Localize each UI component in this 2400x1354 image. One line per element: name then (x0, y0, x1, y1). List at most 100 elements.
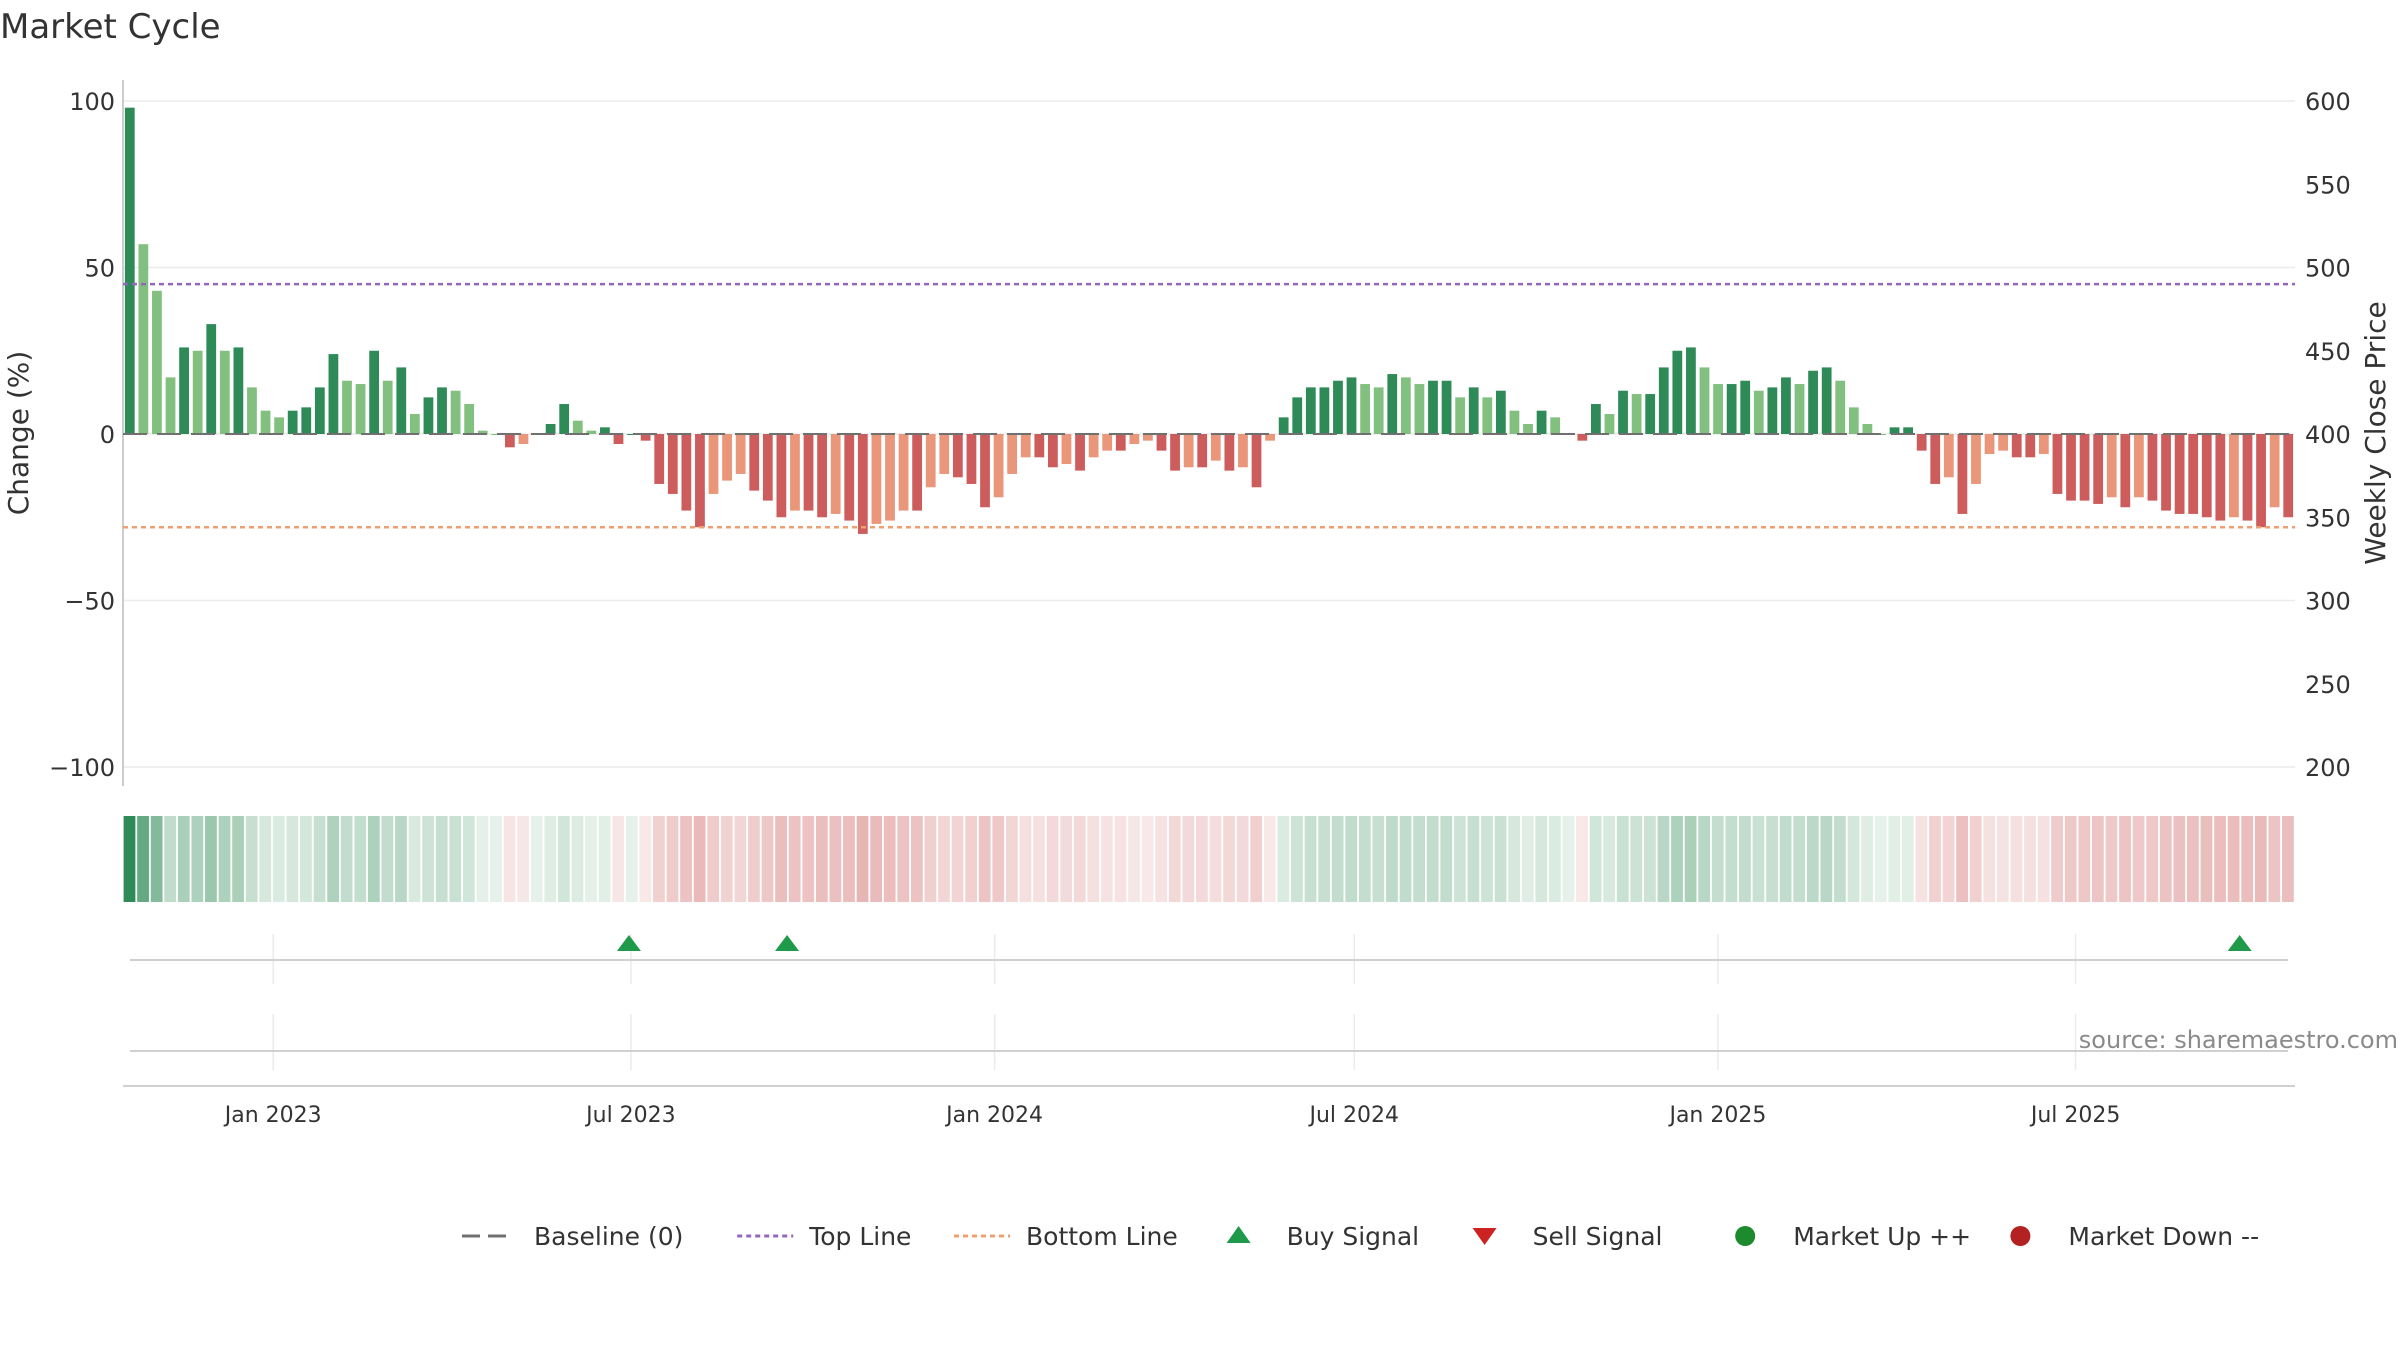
change-bar (1672, 350, 1683, 434)
change-bar (274, 417, 284, 434)
change-bar (857, 434, 868, 534)
heat-strip-cell (2214, 816, 2226, 902)
heat-strip-cell (2227, 816, 2240, 902)
change-bar (287, 410, 298, 434)
change-bar (1143, 434, 1153, 441)
heat-strip-cell (558, 816, 570, 902)
heat-strip-cell (653, 816, 665, 902)
change-bar (1428, 380, 1438, 434)
y-right-tick-label: 400 (2305, 421, 2351, 449)
change-bar (1333, 380, 1343, 434)
change-bar (925, 434, 936, 488)
heat-strip-cell (1209, 816, 1222, 902)
heat-strip-cell (2282, 816, 2294, 902)
heat-strip-cell (1426, 816, 1439, 902)
heat-strip-cell (1684, 816, 1697, 902)
heat-strip-cell (1494, 816, 1507, 902)
change-bar (2174, 434, 2185, 514)
change-bar (1278, 417, 1289, 434)
heat-strip-cell (530, 816, 543, 902)
legend-buy-icon (1226, 1226, 1251, 1243)
change-bar (695, 434, 705, 528)
change-bar (1943, 434, 1954, 478)
change-bar (1645, 394, 1656, 434)
heat-strip-cell (354, 816, 367, 902)
change-bar (2025, 434, 2036, 458)
change-bar (1156, 434, 1167, 451)
heat-strip-cell (123, 816, 136, 902)
change-bar (1658, 367, 1669, 434)
heat-strip-cell (503, 816, 516, 902)
heat-strip-cell (707, 816, 720, 902)
heat-strip-cell (843, 816, 855, 902)
change-bar (464, 404, 475, 434)
change-bar (1862, 424, 1873, 434)
heat-strip-cell (748, 816, 760, 902)
change-bar (1781, 377, 1791, 434)
heat-strip-cell (1399, 816, 1412, 902)
change-bar (1930, 434, 1941, 484)
change-bar (1197, 434, 1208, 468)
legend-label: Sell Signal (1533, 1222, 1663, 1251)
heat-strip-cell (1589, 816, 1602, 902)
x-tick-label: Jul 2024 (1307, 1103, 1399, 1128)
change-bar (2161, 434, 2171, 511)
change-bar (1061, 434, 1072, 464)
heat-strip-cell (1263, 816, 1276, 902)
change-bar (382, 380, 393, 434)
change-bar (1414, 384, 1425, 434)
change-bar (1495, 390, 1506, 434)
change-bar (437, 387, 447, 434)
heat-strip-cell (2105, 816, 2118, 902)
heat-strip-cell (1806, 816, 1819, 902)
heat-strip-cell (1073, 816, 1086, 902)
change-bar (1088, 434, 1099, 458)
heat-strip-cell (856, 816, 869, 902)
heat-strip-cell (802, 816, 815, 902)
heat-strip-cell (1481, 816, 1493, 902)
heat-strip-cell (1453, 816, 1466, 902)
change-bar (2134, 434, 2144, 498)
heat-strip-cell (1603, 816, 1616, 902)
heat-strip-cell (1155, 816, 1168, 902)
change-bar (1971, 434, 1981, 484)
change-bar (1631, 394, 1642, 434)
heat-strip-cell (1005, 816, 1018, 902)
change-bar (817, 434, 827, 518)
change-bar (1604, 414, 1615, 434)
change-bar (1265, 434, 1275, 441)
heat-strip-cell (1929, 816, 1941, 902)
change-bar (233, 347, 244, 434)
heat-strip-cell (734, 816, 747, 902)
heat-strip-cell (1291, 816, 1303, 902)
change-bar (1889, 427, 1900, 434)
change-bar (1346, 377, 1357, 434)
change-bar (2188, 434, 2199, 514)
change-bar (613, 434, 624, 444)
x-tick-label: Jan 2024 (944, 1103, 1043, 1128)
change-bar (749, 434, 760, 491)
y-axis-label: Change (%) (2, 351, 35, 516)
heat-strip-cell (693, 816, 706, 902)
change-bar (2038, 434, 2049, 454)
change-bar (219, 350, 230, 434)
heat-strip-cell (1616, 816, 1629, 902)
change-bar (1998, 434, 2009, 451)
heat-strip-cell (788, 816, 801, 902)
change-bar (1536, 410, 1547, 434)
change-bar (790, 434, 800, 511)
heat-strip-cell (1901, 816, 1914, 902)
heat-strip-cell (639, 816, 652, 902)
heat-strip-cell (1983, 816, 1996, 902)
change-bar (1821, 367, 1832, 434)
heat-strip-cell (1521, 816, 1534, 902)
heat-strip-cell (1711, 816, 1724, 902)
heat-strip-cell (476, 816, 489, 902)
change-bar (2052, 434, 2063, 494)
heat-strip-cell (897, 816, 910, 902)
heat-strip-cell (1535, 816, 1548, 902)
legend-label: Market Down -- (2068, 1222, 2259, 1251)
change-bar (762, 434, 773, 501)
change-bar (2093, 434, 2104, 504)
change-bar (898, 434, 909, 511)
